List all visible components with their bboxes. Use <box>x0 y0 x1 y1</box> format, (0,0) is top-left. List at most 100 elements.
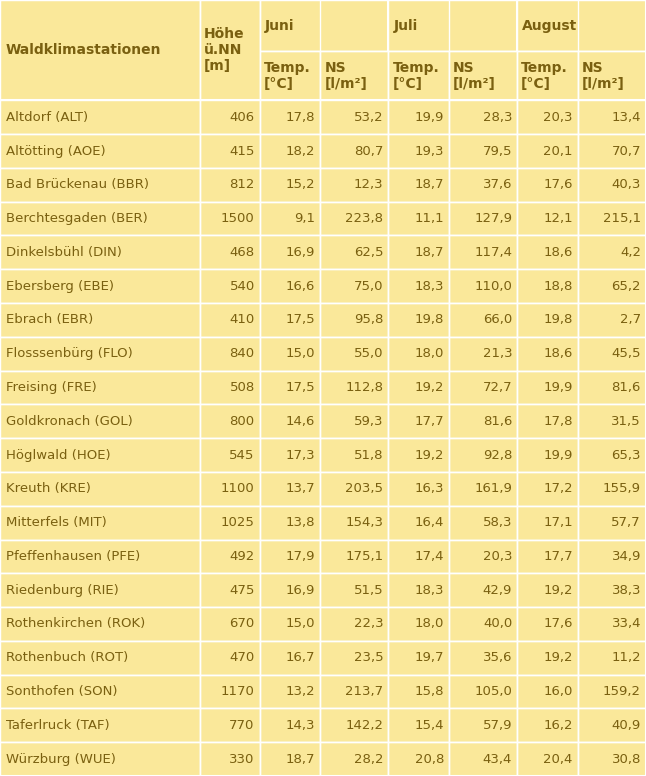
Bar <box>260 539 320 573</box>
Bar <box>200 674 260 708</box>
Text: 15,2: 15,2 <box>286 178 315 192</box>
Text: 2,7: 2,7 <box>620 314 641 327</box>
Text: 117,4: 117,4 <box>474 246 512 259</box>
Text: 13,4: 13,4 <box>612 111 641 123</box>
Text: 11,1: 11,1 <box>415 212 444 225</box>
Bar <box>200 506 260 539</box>
Text: 42,9: 42,9 <box>483 584 512 597</box>
Text: 92,8: 92,8 <box>483 449 512 462</box>
Bar <box>449 202 517 235</box>
Text: 17,9: 17,9 <box>286 550 315 563</box>
Bar <box>449 506 517 539</box>
Bar <box>320 168 388 202</box>
Bar <box>260 51 320 100</box>
Text: 81,6: 81,6 <box>612 381 641 394</box>
Bar <box>517 438 578 472</box>
Text: 175,1: 175,1 <box>346 550 384 563</box>
Bar <box>0 708 200 742</box>
Bar <box>260 472 320 506</box>
Bar <box>320 269 388 303</box>
Text: 17,4: 17,4 <box>415 550 444 563</box>
Bar <box>578 641 646 674</box>
Bar <box>260 573 320 607</box>
Text: 37,6: 37,6 <box>483 178 512 192</box>
Bar <box>0 573 200 607</box>
Bar <box>449 404 517 438</box>
Text: 19,9: 19,9 <box>543 381 573 394</box>
Text: 161,9: 161,9 <box>474 483 512 495</box>
Text: 15,4: 15,4 <box>415 719 444 732</box>
Bar <box>200 0 260 100</box>
Text: 17,7: 17,7 <box>543 550 573 563</box>
Text: 19,2: 19,2 <box>543 584 573 597</box>
Bar <box>200 708 260 742</box>
Text: 19,8: 19,8 <box>415 314 444 327</box>
Bar <box>449 742 517 776</box>
Text: Goldkronach (GOL): Goldkronach (GOL) <box>6 414 132 428</box>
Text: 770: 770 <box>229 719 255 732</box>
Bar <box>200 438 260 472</box>
Text: Mitterfels (MIT): Mitterfels (MIT) <box>6 516 107 529</box>
Bar <box>388 506 449 539</box>
Bar <box>578 607 646 641</box>
Text: 40,9: 40,9 <box>612 719 641 732</box>
Text: Temp.
[°C]: Temp. [°C] <box>393 61 439 91</box>
Text: 16,7: 16,7 <box>286 651 315 664</box>
Bar <box>517 742 578 776</box>
Bar <box>200 303 260 337</box>
Text: 105,0: 105,0 <box>474 685 512 698</box>
Text: 57,7: 57,7 <box>611 516 641 529</box>
Text: Dinkelsbühl (DIN): Dinkelsbühl (DIN) <box>6 246 122 259</box>
Text: 18,2: 18,2 <box>286 144 315 158</box>
Text: 21,3: 21,3 <box>483 347 512 360</box>
Text: 18,6: 18,6 <box>543 246 573 259</box>
Bar <box>578 404 646 438</box>
Bar <box>260 404 320 438</box>
Text: 81,6: 81,6 <box>483 414 512 428</box>
Text: 410: 410 <box>229 314 255 327</box>
Text: 55,0: 55,0 <box>354 347 384 360</box>
Text: 20,3: 20,3 <box>483 550 512 563</box>
Text: 12,1: 12,1 <box>543 212 573 225</box>
Bar <box>200 472 260 506</box>
Bar <box>260 0 388 51</box>
Text: 18,3: 18,3 <box>415 279 444 293</box>
Bar <box>320 539 388 573</box>
Text: 19,2: 19,2 <box>415 381 444 394</box>
Text: 59,3: 59,3 <box>354 414 384 428</box>
Text: 492: 492 <box>229 550 255 563</box>
Text: 19,2: 19,2 <box>543 651 573 664</box>
Bar <box>200 742 260 776</box>
Text: 155,9: 155,9 <box>603 483 641 495</box>
Text: 11,2: 11,2 <box>611 651 641 664</box>
Bar <box>0 438 200 472</box>
Text: Ebersberg (EBE): Ebersberg (EBE) <box>6 279 114 293</box>
Bar <box>517 100 578 134</box>
Bar <box>320 303 388 337</box>
Text: Freising (FRE): Freising (FRE) <box>6 381 97 394</box>
Bar <box>517 51 578 100</box>
Bar <box>320 337 388 371</box>
Bar <box>449 472 517 506</box>
Text: 16,3: 16,3 <box>415 483 444 495</box>
Bar <box>260 371 320 404</box>
Bar <box>578 708 646 742</box>
Text: 17,7: 17,7 <box>415 414 444 428</box>
Bar <box>578 337 646 371</box>
Bar <box>388 573 449 607</box>
Text: 38,3: 38,3 <box>612 584 641 597</box>
Bar <box>200 134 260 168</box>
Text: Würzburg (WUE): Würzburg (WUE) <box>6 753 116 766</box>
Bar <box>388 303 449 337</box>
Bar <box>449 674 517 708</box>
Bar <box>200 539 260 573</box>
Text: 65,3: 65,3 <box>612 449 641 462</box>
Text: 213,7: 213,7 <box>346 685 384 698</box>
Bar <box>320 134 388 168</box>
Bar <box>449 438 517 472</box>
Bar <box>517 168 578 202</box>
Bar <box>388 235 449 269</box>
Text: August: August <box>522 19 578 33</box>
Text: 65,2: 65,2 <box>612 279 641 293</box>
Text: NS
[l/m²]: NS [l/m²] <box>324 61 367 91</box>
